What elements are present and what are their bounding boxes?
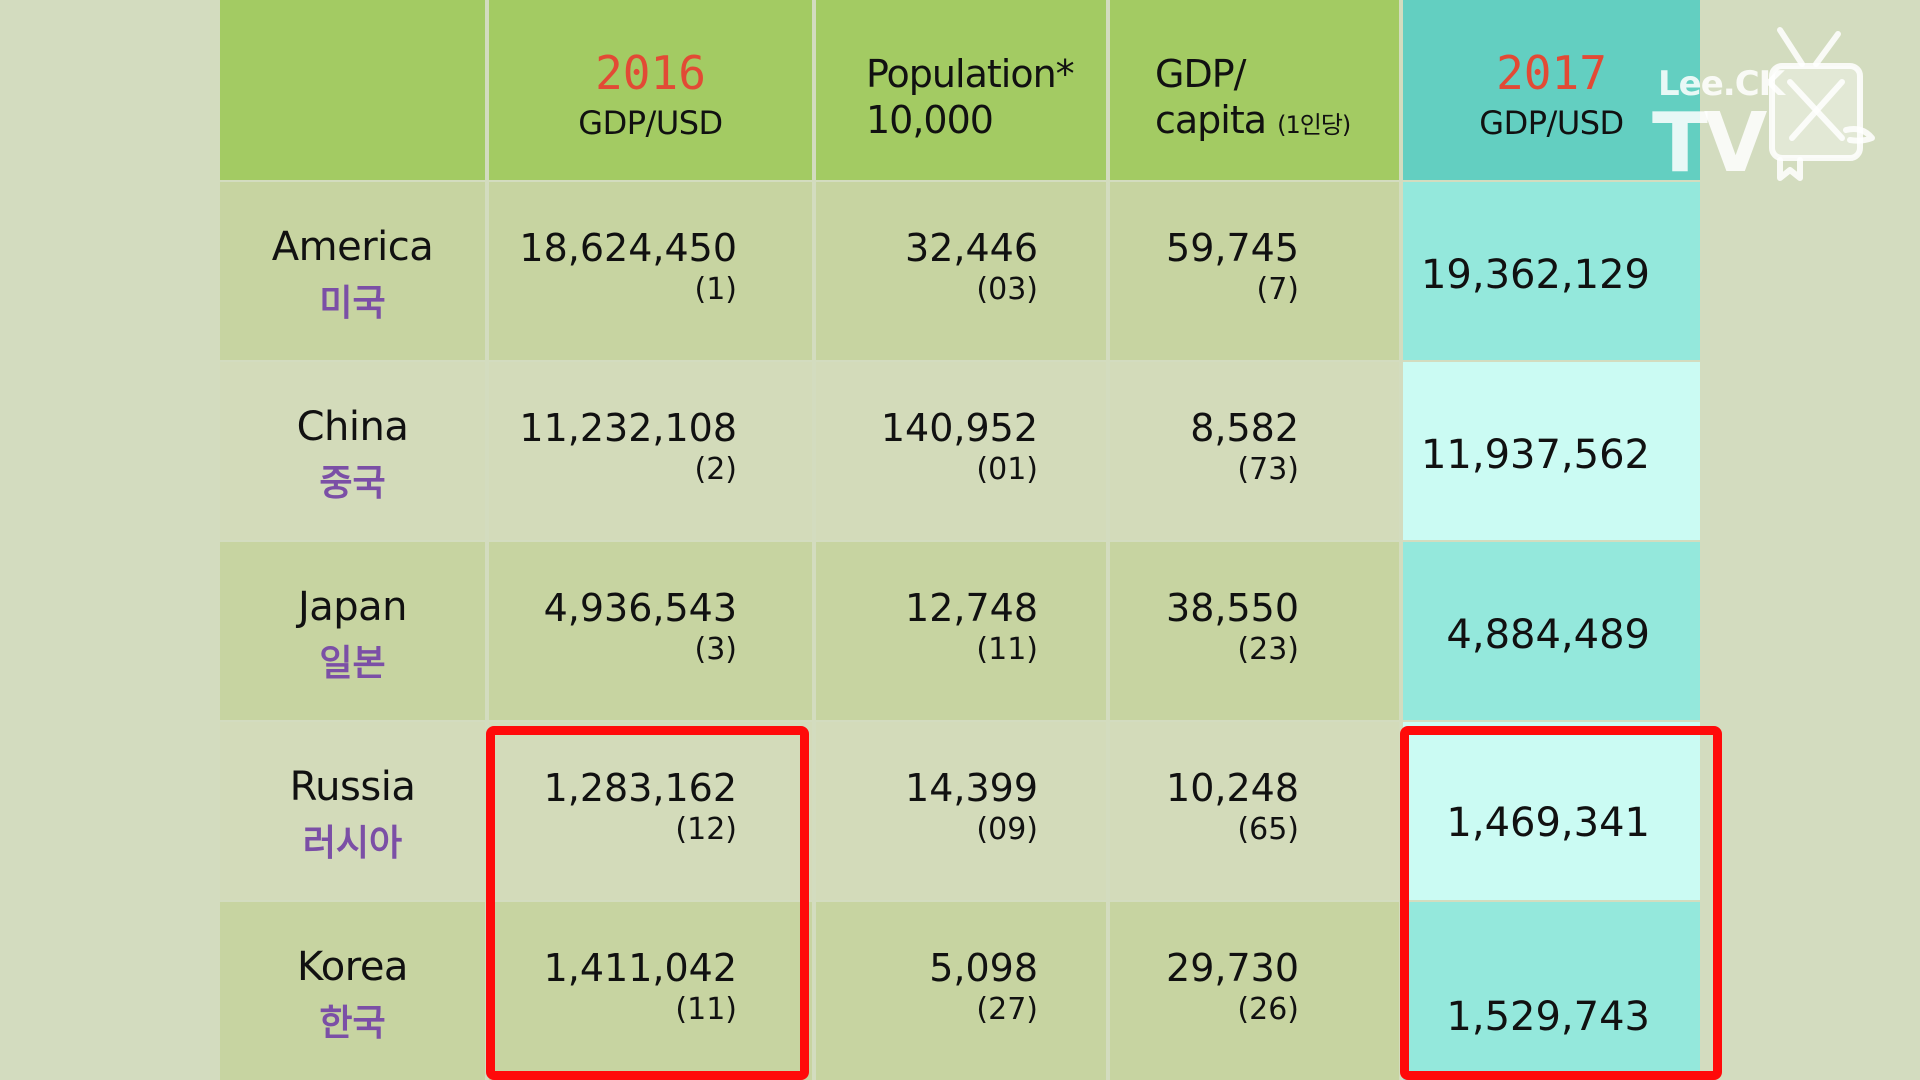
gdp-2016-cell: 1,283,162 (12)	[489, 722, 812, 900]
channel-logo: Lee.CK TV	[1650, 20, 1900, 191]
gdp-2016-cell: 4,936,543 (3)	[489, 542, 812, 720]
population-cell: 32,446 (03)	[816, 182, 1106, 360]
gdp-2017-value: 1,529,743	[1446, 994, 1650, 1040]
logo-tv-text: TV	[1652, 96, 1767, 191]
country-name-ko: 일본	[319, 643, 386, 684]
tv-mascot-icon	[1769, 27, 1875, 181]
gdp-per-capita-cell: 59,745 (7)	[1110, 182, 1399, 360]
country-cell: America 미국	[220, 182, 485, 360]
header-cell-population: Population* 10,000	[816, 0, 1106, 180]
country-cell: Korea 한국	[220, 902, 485, 1080]
header-cell-gdp-per-capita: GDP/ capita (1인당)	[1110, 0, 1399, 180]
gdp-per-capita-rank: (73)	[1237, 452, 1299, 487]
gdp-2017-value: 11,937,562	[1420, 432, 1650, 478]
population-value: 12,748	[905, 586, 1038, 630]
gdp-per-capita-cell: 38,550 (23)	[1110, 542, 1399, 720]
population-rank: (03)	[976, 272, 1038, 307]
country-name-ko: 한국	[319, 1003, 386, 1044]
header-cell-country	[220, 0, 485, 180]
country-cell: Japan 일본	[220, 542, 485, 720]
population-cell: 140,952 (01)	[816, 362, 1106, 540]
gdp-per-capita-cell: 29,730 (26)	[1110, 902, 1399, 1080]
header-cell-gdp-2016: 2016 GDP/USD	[489, 0, 812, 180]
gdp-2016-rank: (3)	[694, 632, 738, 667]
table-header-row: 2016 GDP/USD Population* 10,000 GDP/ cap…	[220, 0, 1700, 180]
table-row: Korea 한국 1,411,042 (11) 5,098 (27) 29,73…	[220, 902, 1700, 1080]
gdp-2017-cell: 19,362,129	[1403, 182, 1700, 360]
gdp-2016-value: 1,411,042	[543, 946, 737, 990]
country-name-en: Russia	[289, 764, 416, 810]
header-population-label: Population*	[866, 52, 1075, 96]
gdp-per-capita-value: 29,730	[1166, 946, 1299, 990]
gdp-per-capita-cell: 8,582 (73)	[1110, 362, 1399, 540]
table-row: Russia 러시아 1,283,162 (12) 14,399 (09) 10…	[220, 722, 1700, 900]
population-value: 32,446	[905, 226, 1038, 270]
population-value: 140,952	[880, 406, 1038, 450]
population-value: 5,098	[929, 946, 1038, 990]
gdp-2017-cell: 11,937,562	[1403, 362, 1700, 540]
population-cell: 5,098 (27)	[816, 902, 1106, 1080]
country-name-en: Korea	[297, 944, 408, 990]
country-name-en: China	[296, 404, 409, 450]
gdp-2017-value: 4,884,489	[1446, 612, 1650, 658]
gdp-2016-cell: 1,411,042 (11)	[489, 902, 812, 1080]
country-name-en: America	[271, 224, 434, 270]
population-rank: (27)	[976, 992, 1038, 1027]
gdp-2016-value: 4,936,543	[543, 586, 737, 630]
header-sub-2016: GDP/USD	[578, 104, 723, 142]
population-rank: (01)	[976, 452, 1038, 487]
population-cell: 14,399 (09)	[816, 722, 1106, 900]
country-name-ko: 미국	[319, 283, 386, 324]
gdp-2016-value: 18,624,450	[519, 226, 737, 270]
header-sub-2017: GDP/USD	[1479, 104, 1624, 142]
population-value: 14,399	[905, 766, 1038, 810]
gdp-2016-rank: (11)	[675, 992, 737, 1027]
table-row: America 미국 18,624,450 (1) 32,446 (03) 59…	[220, 182, 1700, 360]
gdp-2016-cell: 18,624,450 (1)	[489, 182, 812, 360]
header-year-2017: 2017	[1496, 46, 1607, 100]
gdp-per-capita-cell: 10,248 (65)	[1110, 722, 1399, 900]
gdp-per-capita-value: 10,248	[1166, 766, 1299, 810]
logo-text: Lee.CK	[1658, 64, 1785, 104]
header-year-2016: 2016	[595, 46, 706, 100]
gdp-2016-rank: (1)	[694, 272, 738, 307]
gdp-2017-cell: 4,884,489	[1403, 542, 1700, 720]
country-name-ko: 러시아	[302, 823, 403, 864]
gdp-2017-value: 19,362,129	[1420, 252, 1650, 298]
gdp-2017-value: 1,469,341	[1446, 800, 1650, 846]
gdp-2016-rank: (12)	[675, 812, 737, 847]
population-rank: (11)	[976, 632, 1038, 667]
population-rank: (09)	[976, 812, 1038, 847]
header-cell-gdp-2017: 2017 GDP/USD	[1403, 0, 1700, 180]
country-cell: Russia 러시아	[220, 722, 485, 900]
header-gdp-per-capita-line2: capita (1인당)	[1155, 98, 1351, 142]
gdp-per-capita-value: 38,550	[1166, 586, 1299, 630]
gdp-per-capita-rank: (65)	[1237, 812, 1299, 847]
gdp-2017-cell: 1,469,341	[1403, 722, 1700, 900]
gdp-per-capita-rank: (26)	[1237, 992, 1299, 1027]
gdp-2016-value: 1,283,162	[543, 766, 737, 810]
highlight-box-gdp-2017	[1400, 726, 1722, 1080]
table-row: China 중국 11,232,108 (2) 140,952 (01) 8,5…	[220, 362, 1700, 540]
gdp-2016-cell: 11,232,108 (2)	[489, 362, 812, 540]
gdp-per-capita-rank: (7)	[1256, 272, 1300, 307]
header-gdp-per-capita-word: capita	[1155, 98, 1267, 142]
header-gdp-per-capita-line1: GDP/	[1155, 52, 1246, 96]
header-population-unit: 10,000	[866, 98, 994, 142]
header-gdp-per-capita-korean: (1인당)	[1277, 111, 1351, 139]
table-row: Japan 일본 4,936,543 (3) 12,748 (11) 38,55…	[220, 542, 1700, 720]
highlight-box-gdp-2016	[486, 726, 809, 1080]
country-name-en: Japan	[297, 584, 408, 630]
gdp-2016-rank: (2)	[694, 452, 738, 487]
country-cell: China 중국	[220, 362, 485, 540]
gdp-per-capita-value: 8,582	[1190, 406, 1299, 450]
gdp-2017-cell: 1,529,743	[1403, 902, 1700, 1080]
gdp-table: 2016 GDP/USD Population* 10,000 GDP/ cap…	[220, 0, 1700, 1080]
gdp-2016-value: 11,232,108	[519, 406, 737, 450]
gdp-per-capita-rank: (23)	[1237, 632, 1299, 667]
gdp-per-capita-value: 59,745	[1166, 226, 1299, 270]
country-name-ko: 중국	[319, 463, 386, 504]
population-cell: 12,748 (11)	[816, 542, 1106, 720]
